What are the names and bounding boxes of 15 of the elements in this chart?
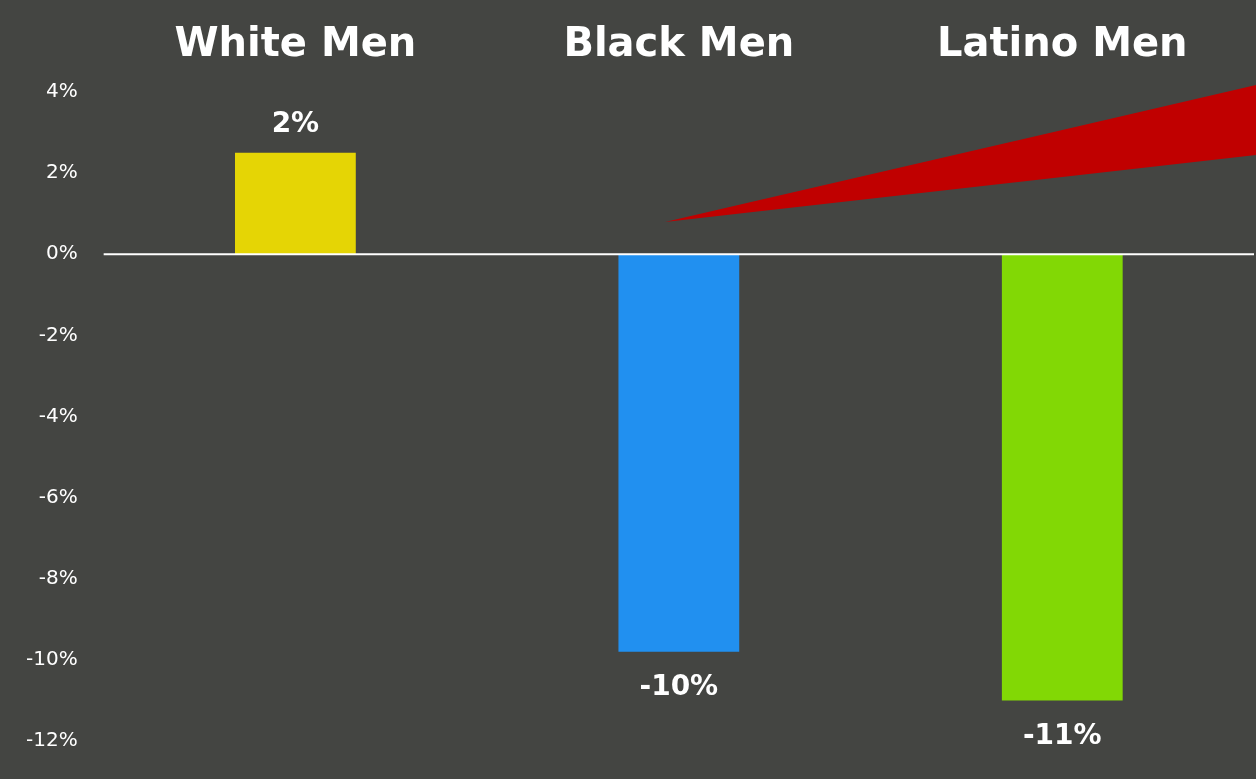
data-label: 2% [271,106,320,140]
x-tick-label: Black Men [563,19,795,66]
data-label: -11% [1022,717,1102,751]
y-tick-label: -10% [26,646,78,671]
x-tick-label: Latino Men [936,19,1188,66]
y-tick-label: 0% [45,240,78,265]
y-tick-label: -6% [38,483,78,508]
y-tick-label: 4% [45,78,78,103]
y-tick-label: -8% [38,564,78,589]
y-tick-label: -4% [38,402,78,427]
y-tick-label: -12% [26,727,78,752]
data-label: -10% [639,669,719,703]
y-tick-label: -2% [38,321,78,346]
y-tick-label: 2% [45,159,78,184]
x-tick-label: White Men [174,19,417,66]
